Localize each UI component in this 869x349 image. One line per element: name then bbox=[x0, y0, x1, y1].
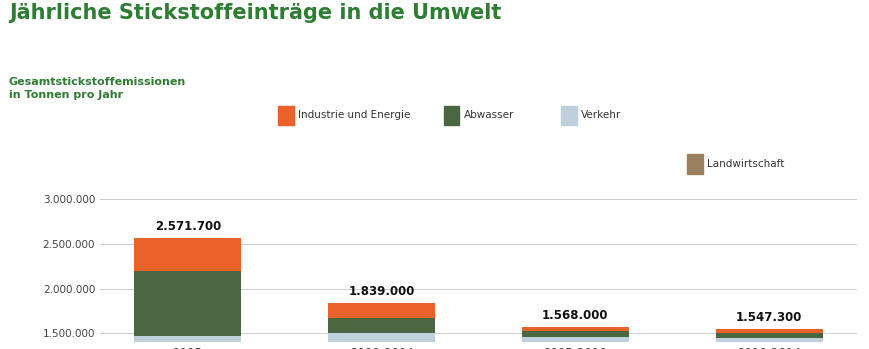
Text: 1.568.000: 1.568.000 bbox=[541, 309, 608, 322]
Text: 1.839.000: 1.839.000 bbox=[348, 285, 415, 298]
Text: Gesamtstickstoffemissionen
in Tonnen pro Jahr: Gesamtstickstoffemissionen in Tonnen pro… bbox=[9, 77, 186, 100]
Text: 2.571.700: 2.571.700 bbox=[155, 220, 221, 233]
Text: 1.547.300: 1.547.300 bbox=[735, 311, 801, 324]
Text: Jährliche Stickstoffeinträge in die Umwelt: Jährliche Stickstoffeinträge in die Umwe… bbox=[9, 3, 501, 23]
Bar bbox=[715, 333, 821, 339]
Bar bbox=[135, 271, 241, 336]
Bar bbox=[715, 339, 821, 349]
Text: Industrie und Energie: Industrie und Energie bbox=[298, 110, 410, 120]
Bar bbox=[135, 238, 241, 271]
Bar bbox=[521, 327, 628, 332]
Text: Verkehr: Verkehr bbox=[580, 110, 620, 120]
Bar bbox=[521, 332, 628, 337]
Bar bbox=[135, 336, 241, 349]
Bar bbox=[715, 329, 821, 333]
Bar bbox=[328, 318, 434, 333]
Text: Abwasser: Abwasser bbox=[463, 110, 514, 120]
Bar bbox=[328, 333, 434, 349]
Bar bbox=[328, 303, 434, 318]
Bar bbox=[521, 337, 628, 349]
Text: Landwirtschaft: Landwirtschaft bbox=[706, 159, 784, 169]
